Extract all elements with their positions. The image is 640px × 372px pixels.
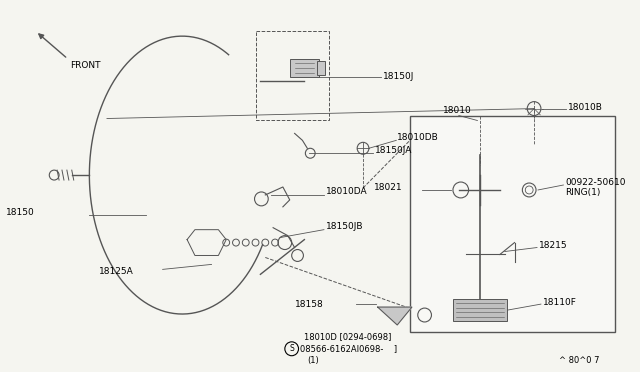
Text: (1): (1)	[307, 356, 319, 365]
Text: 18010: 18010	[443, 106, 472, 115]
Bar	[317, 61, 325, 75]
Text: 18110F: 18110F	[543, 298, 577, 307]
Text: 18150J: 18150J	[383, 72, 414, 81]
Text: ^ 80^0 7: ^ 80^0 7	[559, 356, 599, 365]
Text: 18010DA: 18010DA	[326, 187, 367, 196]
Text: 18150JA: 18150JA	[375, 146, 412, 155]
Text: 18010D [0294-0698]: 18010D [0294-0698]	[305, 332, 392, 341]
Text: 18150: 18150	[6, 208, 35, 217]
Polygon shape	[378, 307, 412, 325]
Text: FRONT: FRONT	[70, 61, 100, 70]
Text: 08566-6162AI0698-    ]: 08566-6162AI0698- ]	[300, 344, 397, 353]
Text: 18021: 18021	[374, 183, 402, 192]
Bar	[453, 299, 507, 321]
Text: 18150JB: 18150JB	[326, 222, 364, 231]
Text: RING(1): RING(1)	[565, 189, 601, 198]
Text: 18010DB: 18010DB	[397, 133, 439, 142]
Text: 18010B: 18010B	[568, 103, 603, 112]
Text: 18125A: 18125A	[99, 267, 134, 276]
Bar	[410, 116, 615, 332]
Text: 18215: 18215	[539, 241, 568, 250]
Text: 00922-50610: 00922-50610	[565, 177, 626, 186]
Bar	[255, 31, 329, 121]
Bar	[290, 59, 319, 77]
Text: S: S	[289, 344, 294, 353]
Text: 18158: 18158	[294, 299, 323, 309]
